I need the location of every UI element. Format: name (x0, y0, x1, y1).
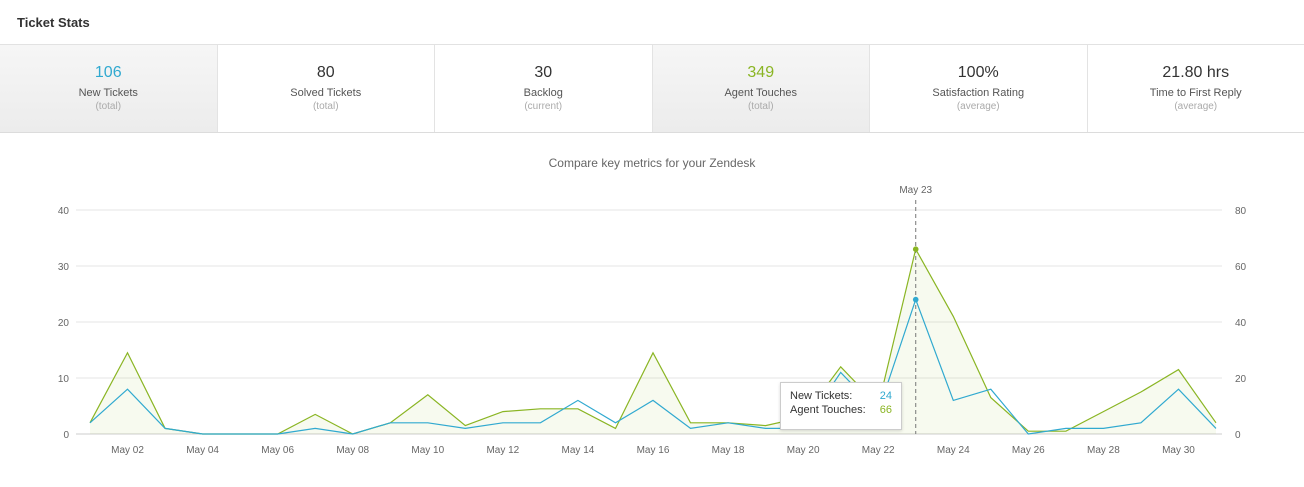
x-tick-label: May 28 (1087, 445, 1120, 456)
stat-label: New Tickets (78, 87, 138, 99)
y-left-tick-label: 20 (58, 318, 70, 329)
y-left-tick-label: 0 (63, 430, 69, 441)
tooltip-value: 66 (879, 404, 892, 416)
y-right-tick-label: 40 (1235, 318, 1247, 329)
stat-time-to-first-reply[interactable]: 21.80 hrs Time to First Reply (average) (1087, 45, 1304, 132)
stat-value: 80 (316, 64, 335, 81)
tooltip-value: 24 (879, 390, 892, 402)
tooltip-label: New Tickets: (790, 390, 853, 402)
stat-satisfaction-rating[interactable]: 100% Satisfaction Rating (average) (870, 45, 1088, 132)
chart-title: Compare key metrics for your Zendesk (548, 156, 756, 170)
tooltip-row-new-tickets: New Tickets: 24 (790, 389, 892, 403)
stat-sub: (total) (95, 101, 122, 112)
stat-value: 100% (957, 64, 999, 81)
x-tick-label: May 26 (1012, 445, 1045, 456)
stat-new-tickets[interactable]: 106 New Tickets (total) (0, 45, 218, 132)
stat-value: 21.80 hrs (1162, 64, 1230, 81)
tooltip-label: Agent Touches: (790, 404, 866, 416)
stat-label: Satisfaction Rating (932, 87, 1025, 99)
highlight-point-new-tickets (912, 296, 919, 303)
stat-sub: (current) (524, 101, 563, 112)
tooltip-row-agent-touches: Agent Touches: 66 (790, 403, 892, 417)
x-tick-label: May 24 (937, 445, 970, 456)
y-right-tick-label: 60 (1235, 262, 1247, 273)
stat-label: Solved Tickets (290, 87, 362, 99)
stat-sub: (total) (747, 101, 774, 112)
stat-solved-tickets[interactable]: 80 Solved Tickets (total) (217, 45, 435, 132)
stat-agent-touches[interactable]: 349 Agent Touches (total) (652, 45, 870, 132)
chart-tooltip: New Tickets: 24 Agent Touches: 66 (780, 382, 902, 430)
x-tick-label: May 16 (637, 445, 670, 456)
x-tick-label: May 20 (787, 445, 820, 456)
x-tick-label: May 02 (111, 445, 144, 456)
stat-sub: (average) (956, 101, 1000, 112)
y-left-tick-label: 40 (58, 206, 70, 217)
stat-backlog[interactable]: 30 Backlog (current) (435, 45, 653, 132)
header: Ticket Stats (0, 0, 1304, 45)
stats-bar: 106 New Tickets (total) 80 Solved Ticket… (0, 45, 1304, 133)
x-tick-label: May 04 (186, 445, 219, 456)
stat-label: Time to First Reply (1149, 87, 1242, 99)
x-tick-label: May 14 (562, 445, 595, 456)
metrics-chart: 0 10 20 30 40 0 20 40 60 80 May 02 May 04 May 06 May … (58, 185, 1247, 456)
stat-value: 349 (747, 64, 775, 81)
stat-value: 30 (534, 64, 553, 81)
x-tick-label: May 18 (712, 445, 745, 456)
series-line-new-tickets (89, 297, 1217, 435)
highlight-point-agent-touches (912, 246, 919, 252)
stat-value: 106 (94, 64, 122, 81)
series-area-agent-touches (90, 249, 1216, 434)
y-right-tick-label: 80 (1235, 206, 1247, 217)
y-right-tick-label: 0 (1235, 430, 1241, 441)
stat-sub: (average) (1174, 101, 1218, 112)
stat-sub: (total) (312, 101, 339, 112)
x-tick-label: May 22 (862, 445, 895, 456)
crosshair-label: May 23 (899, 185, 932, 196)
x-tick-label: May 12 (486, 445, 519, 456)
stat-label: Agent Touches (724, 87, 798, 99)
x-tick-label: May 08 (336, 445, 369, 456)
x-tick-label: May 06 (261, 445, 294, 456)
y-right-tick-label: 20 (1235, 374, 1247, 385)
stat-label: Backlog (523, 87, 563, 99)
page-title: Ticket Stats (17, 14, 90, 30)
y-left-tick-label: 30 (58, 262, 70, 273)
x-tick-label: May 10 (411, 445, 444, 456)
x-tick-label: May 30 (1162, 445, 1195, 456)
y-left-tick-label: 10 (58, 374, 70, 385)
